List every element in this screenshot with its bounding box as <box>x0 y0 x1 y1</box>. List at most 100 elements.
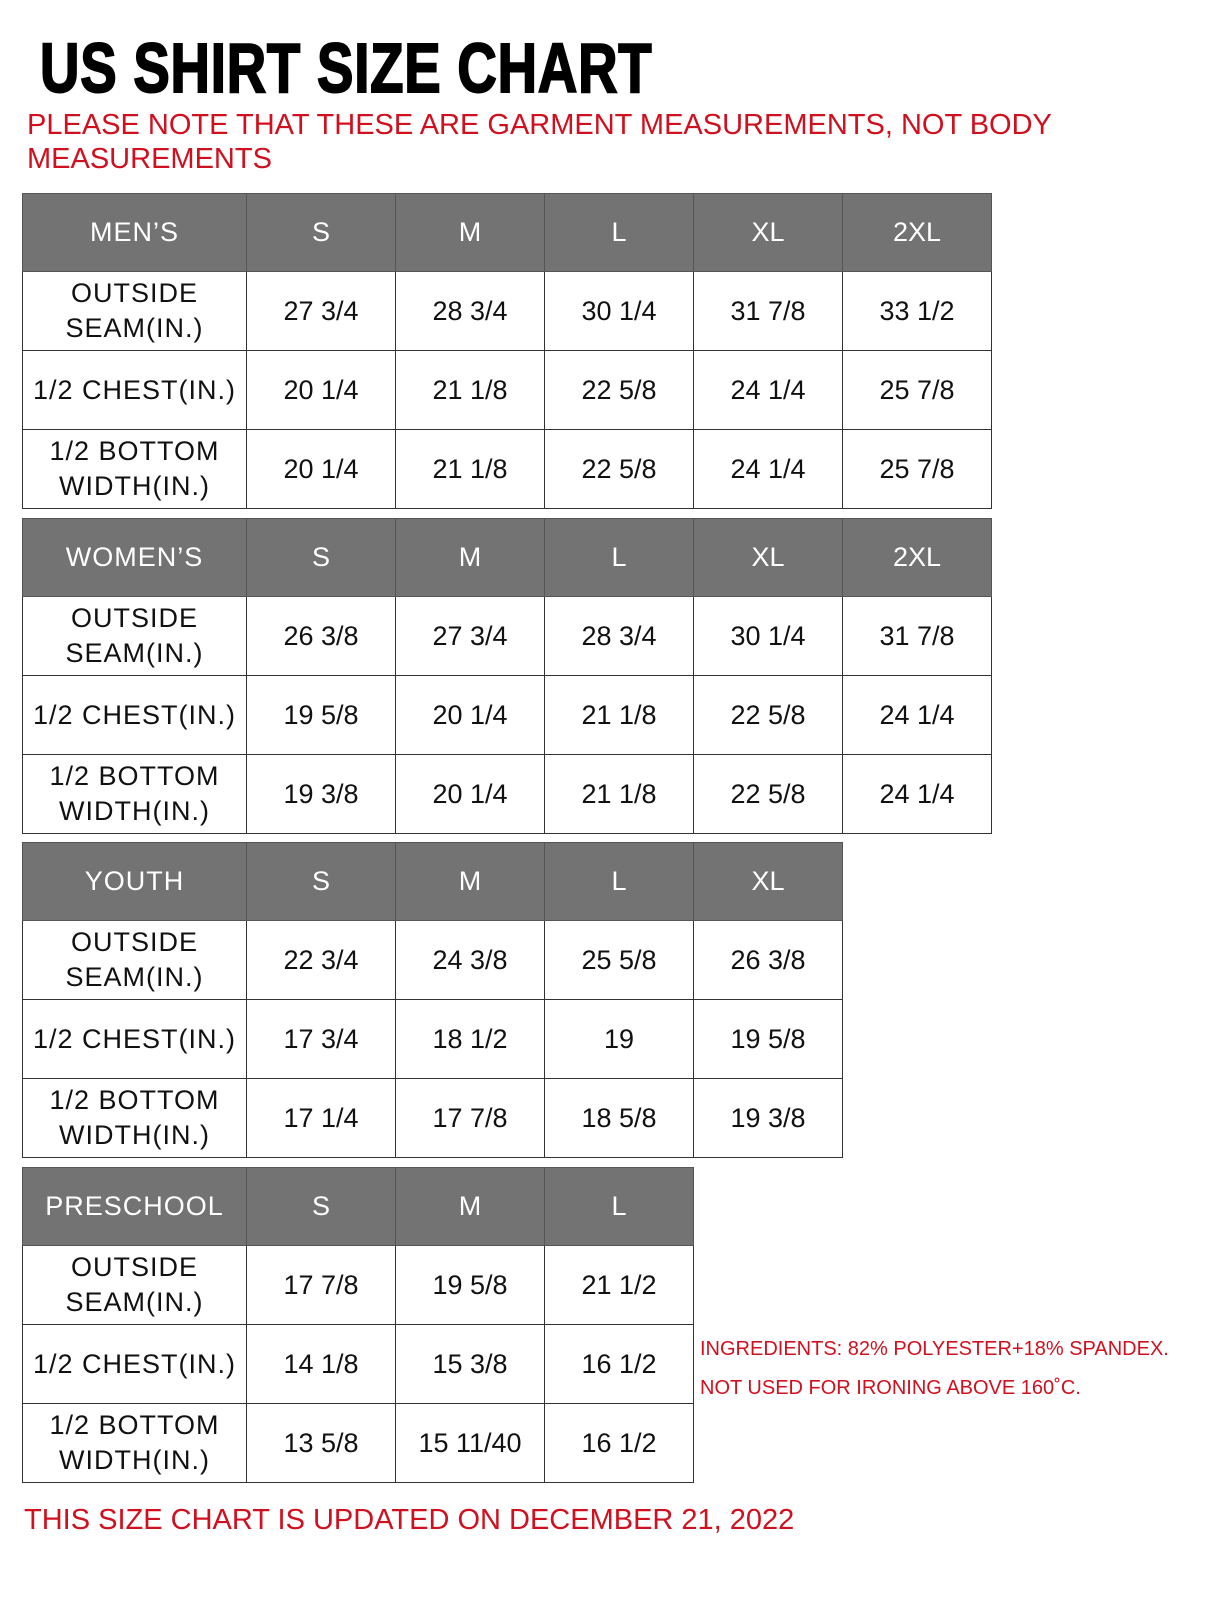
table-row: 1/2 CHEST(IN.) 19 5/8 20 1/4 21 1/8 22 5/8 24… <box>22 675 992 755</box>
size-header: M <box>395 1167 545 1246</box>
category-header: WOMEN’S <box>22 518 247 597</box>
measurement-value: 24 1/4 <box>842 754 992 834</box>
measurement-value: 22 5/8 <box>544 429 694 509</box>
measurement-value: 18 5/8 <box>544 1078 694 1158</box>
measurement-label: OUTSIDE SEAM(IN.) <box>22 271 247 351</box>
measurement-value: 24 1/4 <box>693 429 843 509</box>
measurement-value: 17 1/4 <box>246 1078 396 1158</box>
table-row: OUTSIDE SEAM(IN.) 22 3/4 24 3/8 25 5/8 26 3/… <box>22 920 843 1000</box>
measurement-value: 31 7/8 <box>693 271 843 351</box>
size-header: S <box>246 1167 396 1246</box>
size-header: XL <box>693 193 843 272</box>
page-title: US SHIRT SIZE CHART <box>39 28 653 108</box>
measurement-value: 26 3/8 <box>693 920 843 1000</box>
size-header: M <box>395 518 545 597</box>
measurement-value: 24 1/4 <box>842 675 992 755</box>
measurement-value: 19 3/8 <box>246 754 396 834</box>
size-header: S <box>246 518 396 597</box>
measurement-label: OUTSIDE SEAM(IN.) <box>22 920 247 1000</box>
measurement-value: 18 1/2 <box>395 999 545 1079</box>
measurement-label: 1/2 CHEST(IN.) <box>22 350 247 430</box>
size-header: XL <box>693 842 843 921</box>
ingredients-text: INGREDIENTS: 82% POLYESTER+18% SPANDEX. <box>700 1338 1169 1360</box>
size-table-womens: WOMEN’S S M L XL 2XL OUTSIDE SEAM(IN.) 26 3/8 27… <box>22 518 992 834</box>
size-header: S <box>246 193 396 272</box>
measurement-value: 24 3/8 <box>395 920 545 1000</box>
measurement-value: 19 <box>544 999 694 1079</box>
measurement-value: 22 3/4 <box>246 920 396 1000</box>
measurement-value: 20 1/4 <box>246 429 396 509</box>
measurement-label: OUTSIDE SEAM(IN.) <box>22 1245 247 1325</box>
measurement-value: 15 3/8 <box>395 1324 545 1404</box>
size-header: M <box>395 193 545 272</box>
measurement-value: 17 7/8 <box>246 1245 396 1325</box>
table-row: 1/2 CHEST(IN.) 20 1/4 21 1/8 22 5/8 24 1/4 25… <box>22 350 992 430</box>
measurement-value: 20 1/4 <box>395 675 545 755</box>
measurement-value: 22 5/8 <box>544 350 694 430</box>
table-row: 1/2 BOTTOM WIDTH(IN.) 17 1/4 17 7/8 18 5/8 1… <box>22 1078 843 1158</box>
measurement-value: 22 5/8 <box>693 675 843 755</box>
measurement-value: 17 3/4 <box>246 999 396 1079</box>
measurement-value: 15 11/40 <box>395 1403 545 1483</box>
size-header: 2XL <box>842 193 992 272</box>
table-row: OUTSIDE SEAM(IN.) 27 3/4 28 3/4 30 1/4 31 7/… <box>22 271 992 351</box>
category-header: YOUTH <box>22 842 247 921</box>
measurement-value: 20 1/4 <box>395 754 545 834</box>
table-header-row: MEN’S S M L XL 2XL <box>22 193 992 272</box>
table-row: 1/2 CHEST(IN.) 17 3/4 18 1/2 19 19 5/8 <box>22 999 843 1079</box>
size-header: M <box>395 842 545 921</box>
measurement-value: 25 7/8 <box>842 429 992 509</box>
table-row: 1/2 BOTTOM WIDTH(IN.) 13 5/8 15 11/40 16 1/… <box>22 1403 694 1483</box>
measurement-value: 31 7/8 <box>842 596 992 676</box>
table-row: OUTSIDE SEAM(IN.) 17 7/8 19 5/8 21 1/2 <box>22 1245 694 1325</box>
ironing-text: NOT USED FOR IRONING ABOVE 160˚C. <box>700 1377 1081 1399</box>
measurement-value: 16 1/2 <box>544 1324 694 1404</box>
size-header: L <box>544 1167 694 1246</box>
measurement-label: 1/2 BOTTOM WIDTH(IN.) <box>22 1078 247 1158</box>
size-header: L <box>544 842 694 921</box>
measurement-value: 24 1/4 <box>693 350 843 430</box>
measurement-value: 19 3/8 <box>693 1078 843 1158</box>
measurement-value: 30 1/4 <box>693 596 843 676</box>
measurement-value: 14 1/8 <box>246 1324 396 1404</box>
measurement-label: 1/2 CHEST(IN.) <box>22 1324 247 1404</box>
size-header: L <box>544 193 694 272</box>
measurement-value: 19 5/8 <box>395 1245 545 1325</box>
measurement-value: 21 1/8 <box>395 350 545 430</box>
care-info: INGREDIENTS: 82% POLYESTER+18% SPANDEX. … <box>700 1330 1169 1408</box>
measurement-value: 28 3/4 <box>544 596 694 676</box>
measurement-value: 26 3/8 <box>246 596 396 676</box>
garment-measurement-note: PLEASE NOTE THAT THESE ARE GARMENT MEASU… <box>27 109 1052 175</box>
size-table-mens: MEN’S S M L XL 2XL OUTSIDE SEAM(IN.) 27 3/4 28 3… <box>22 193 992 509</box>
measurement-value: 27 3/4 <box>395 596 545 676</box>
measurement-label: OUTSIDE SEAM(IN.) <box>22 596 247 676</box>
measurement-value: 17 7/8 <box>395 1078 545 1158</box>
table-row: 1/2 BOTTOM WIDTH(IN.) 19 3/8 20 1/4 21 1/8 2… <box>22 754 992 834</box>
measurement-value: 19 5/8 <box>693 999 843 1079</box>
measurement-value: 21 1/8 <box>395 429 545 509</box>
measurement-value: 30 1/4 <box>544 271 694 351</box>
measurement-label: 1/2 BOTTOM WIDTH(IN.) <box>22 429 247 509</box>
table-header-row: WOMEN’S S M L XL 2XL <box>22 518 992 597</box>
measurement-value: 13 5/8 <box>246 1403 396 1483</box>
measurement-value: 28 3/4 <box>395 271 545 351</box>
measurement-value: 16 1/2 <box>544 1403 694 1483</box>
category-header: MEN’S <box>22 193 247 272</box>
size-header: XL <box>693 518 843 597</box>
measurement-value: 25 7/8 <box>842 350 992 430</box>
size-table-preschool: PRESCHOOL S M L OUTSIDE SEAM(IN.) 17 7/8 19 5/… <box>22 1167 694 1483</box>
measurement-value: 25 5/8 <box>544 920 694 1000</box>
table-header-row: YOUTH S M L XL <box>22 842 843 921</box>
measurement-value: 21 1/8 <box>544 754 694 834</box>
measurement-label: 1/2 BOTTOM WIDTH(IN.) <box>22 754 247 834</box>
size-header: L <box>544 518 694 597</box>
size-header: 2XL <box>842 518 992 597</box>
measurement-value: 22 5/8 <box>693 754 843 834</box>
table-row: OUTSIDE SEAM(IN.) 26 3/8 27 3/4 28 3/4 30 1/… <box>22 596 992 676</box>
table-header-row: PRESCHOOL S M L <box>22 1167 694 1246</box>
table-row: 1/2 BOTTOM WIDTH(IN.) 20 1/4 21 1/8 22 5/8 2… <box>22 429 992 509</box>
category-header: PRESCHOOL <box>22 1167 247 1246</box>
measurement-label: 1/2 CHEST(IN.) <box>22 999 247 1079</box>
updated-date-note: THIS SIZE CHART IS UPDATED ON DECEMBER 2… <box>24 1504 795 1536</box>
measurement-value: 21 1/8 <box>544 675 694 755</box>
